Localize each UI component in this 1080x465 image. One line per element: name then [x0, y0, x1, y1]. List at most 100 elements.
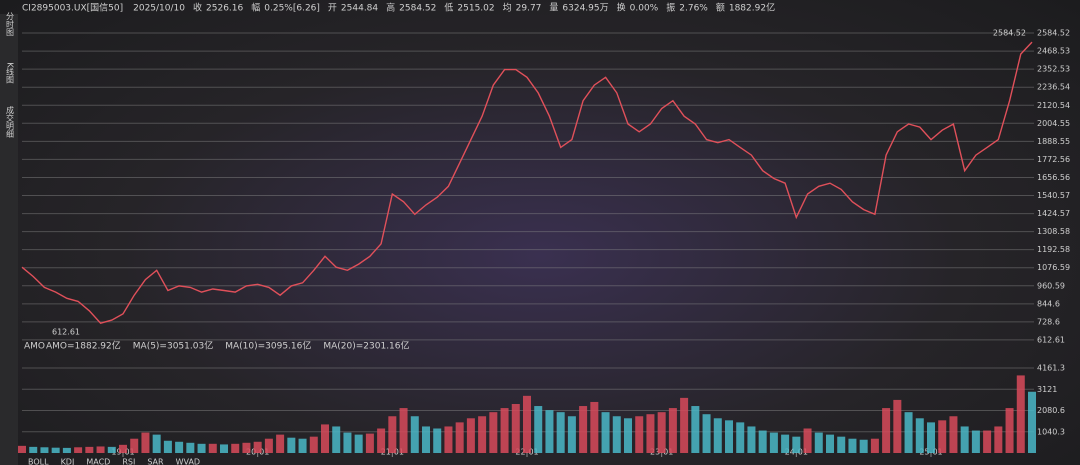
volume-bar — [680, 397, 689, 453]
sidebar — [0, 14, 18, 465]
y-tick-label: 1424.57 — [1037, 209, 1070, 218]
y-tick-label: 844.6 — [1037, 299, 1060, 308]
volume-bar — [511, 404, 520, 453]
volume-bar — [612, 416, 621, 453]
volume-bar — [713, 418, 722, 453]
volume-bar — [1028, 391, 1036, 453]
volume-bar — [489, 412, 498, 453]
volume-bar — [624, 418, 632, 453]
y-tick-label: 1888.55 — [1037, 137, 1070, 146]
field-label: 低 — [444, 2, 453, 14]
volume-bar — [960, 426, 969, 453]
volume-bar — [231, 443, 240, 453]
volume-bar — [433, 428, 442, 453]
y-tick-label: 1076.59 — [1037, 263, 1070, 272]
volume-bar — [646, 414, 655, 453]
volume-bar — [388, 416, 397, 453]
volume-bar — [208, 443, 217, 453]
volume-bar — [242, 442, 251, 453]
volume-bar — [107, 446, 116, 453]
volume-bar — [85, 446, 94, 453]
volume-bar — [545, 410, 554, 453]
field-value: 6324.95万 — [562, 4, 608, 14]
volume-bar — [197, 443, 206, 453]
volume-bar — [781, 434, 790, 453]
sidebar-tab[interactable]: 分时图 — [6, 12, 15, 37]
volume-bar — [141, 432, 150, 453]
volume-bar — [758, 430, 767, 453]
volume-bar — [152, 434, 161, 453]
indicator-tab[interactable]: MACD — [86, 458, 110, 465]
sidebar-tab[interactable]: K线图 — [6, 62, 15, 84]
volume-bar — [1005, 408, 1014, 453]
indicator-title: AMO — [24, 342, 45, 352]
volume-bar — [422, 426, 430, 453]
field-label: 量 — [549, 3, 558, 14]
price-line — [21, 41, 1033, 324]
y-tick-label: 2080.6 — [1037, 406, 1065, 415]
indicator-tab[interactable]: KDJ — [61, 458, 75, 465]
volume-bar — [556, 412, 565, 453]
volume-bar — [870, 438, 879, 453]
field-value: 0.00% — [630, 4, 659, 14]
volume-bar — [354, 434, 363, 453]
y-tick-label: 612.61 — [1037, 335, 1065, 344]
volume-bar — [29, 446, 38, 453]
volume-bar — [309, 436, 318, 453]
volume-bar — [444, 426, 453, 453]
volume-bar — [163, 440, 172, 453]
volume-bar — [500, 408, 509, 453]
volume-bar — [882, 408, 891, 453]
volume-bar — [62, 447, 71, 453]
y-tick-label: 2352.53 — [1037, 65, 1070, 74]
volume-bar — [725, 420, 733, 453]
y-tick-label: 1040.3 — [1037, 427, 1065, 436]
volume-bar — [51, 447, 60, 453]
volume-bar — [1016, 375, 1025, 453]
field-label: 换 — [617, 2, 626, 14]
sidebar-tab[interactable]: 成交明细 — [6, 105, 15, 139]
volume-bar — [119, 444, 127, 453]
y-tick-label: 2236.54 — [1037, 83, 1070, 92]
indicator-tab[interactable]: BOLL — [28, 458, 49, 465]
field-label: 收 — [193, 2, 202, 14]
volume-bar — [321, 424, 329, 453]
field-value: 1882.92亿 — [729, 2, 775, 14]
ma-label: MA(10)=3095.16亿 — [225, 340, 311, 352]
legend-entry: AMO=1882.92亿 — [46, 340, 121, 352]
volume-bar — [848, 438, 857, 453]
volume-bar — [175, 441, 184, 453]
indicator-tab[interactable]: RSI — [122, 458, 135, 465]
volume-bar — [994, 426, 1003, 453]
volume-bar — [915, 418, 924, 453]
volume-bar — [523, 395, 531, 453]
volume-bar — [927, 422, 935, 453]
ma-label: MA(20)=2301.16亿 — [323, 340, 409, 352]
y-tick-label: 1540.57 — [1037, 191, 1070, 200]
volume-bar — [904, 412, 913, 453]
date: 2025/10/10 — [133, 4, 185, 14]
indicator-tab[interactable]: WVAD — [176, 458, 201, 465]
volume-bar — [377, 428, 386, 453]
y-tick-label: 2120.54 — [1037, 101, 1070, 110]
instrument-code: CI2895003.UX[国信50] — [22, 2, 123, 14]
volume-bar — [691, 406, 700, 453]
y-tick-label: 728.6 — [1037, 317, 1060, 326]
volume-bar — [455, 422, 464, 453]
field-value: 2515.02 — [457, 4, 494, 14]
volume-bar — [826, 434, 834, 453]
volume-bar — [803, 428, 812, 453]
y-tick-label: 960.59 — [1037, 281, 1065, 290]
volume-bar — [186, 442, 195, 453]
y-tick-label: 1772.56 — [1037, 155, 1070, 164]
volume-bar — [668, 408, 677, 453]
field-label: 高 — [386, 2, 395, 14]
y-tick-label: 4161.3 — [1037, 364, 1065, 373]
volume-bar — [264, 438, 273, 453]
y-tick-label: 1192.58 — [1037, 245, 1070, 254]
volume-bar — [74, 447, 83, 453]
indicator-tab[interactable]: SAR — [147, 458, 164, 465]
field-label: 开 — [328, 3, 337, 14]
y-tick-label: 3121 — [1037, 385, 1057, 394]
